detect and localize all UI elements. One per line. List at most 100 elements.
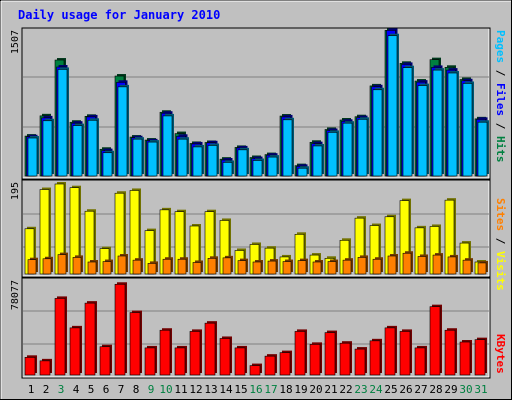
bar-sites-day-27: [417, 256, 427, 275]
bar-sites-day-31: [477, 262, 487, 275]
kbytes-ymax-label: 78077: [10, 280, 21, 310]
legend-slash-1: /: [494, 63, 507, 83]
bar-pages-day-2: [42, 120, 53, 177]
bar-sites-day-24: [372, 258, 382, 275]
legend-slash-2: /: [494, 116, 507, 136]
bar-pages-day-5: [87, 119, 98, 177]
bar-pages-day-3: [57, 69, 68, 177]
bar-pages-day-20: [312, 145, 323, 177]
legend-files: Files: [494, 83, 507, 116]
visits-ymax-label: 195: [10, 182, 21, 200]
bar-kbytes-day-7: [114, 283, 126, 376]
legend-visits: Visits: [494, 251, 507, 291]
bar-kbytes-day-2: [39, 360, 51, 376]
bar-sites-day-7: [117, 255, 127, 275]
bar-kbytes-day-16: [249, 365, 261, 376]
bar-sites-day-11: [177, 258, 187, 275]
x-label-day-16: 16: [249, 383, 262, 396]
bar-kbytes-day-10: [159, 329, 171, 376]
bar-pages-day-1: [27, 137, 38, 177]
bar-sites-day-1: [27, 259, 37, 275]
legend-hits: Hits: [494, 136, 507, 163]
bar-sites-day-30: [462, 259, 472, 275]
bar-pages-day-23: [357, 119, 368, 177]
legend-sites: Sites: [494, 198, 507, 231]
bar-kbytes-day-15: [234, 347, 246, 376]
bars-kbytes: [24, 282, 487, 376]
legend-kbytes-panel: KBytes: [494, 334, 507, 374]
bar-kbytes-day-19: [294, 331, 306, 376]
bar-pages-day-17: [267, 156, 278, 177]
x-label-day-19: 19: [294, 383, 307, 396]
bar-pages-day-18: [282, 119, 293, 177]
bar-sites-day-15: [237, 260, 247, 275]
x-label-day-24: 24: [369, 383, 383, 396]
bar-sites-day-17: [267, 260, 277, 275]
x-label-day-6: 6: [103, 383, 110, 396]
x-label-day-10: 10: [159, 383, 172, 396]
bar-kbytes-day-27: [414, 347, 426, 376]
bar-pages-day-26: [402, 67, 413, 177]
x-label-day-30: 30: [459, 383, 472, 396]
x-label-day-13: 13: [204, 383, 217, 396]
x-label-day-31: 31: [474, 383, 487, 396]
bar-sites-day-25: [387, 255, 397, 275]
bar-kbytes-day-13: [204, 322, 216, 376]
bar-sites-day-28: [432, 254, 442, 275]
legend-hits-panel: Pages / Files / Hits: [494, 30, 507, 163]
x-label-day-7: 7: [118, 383, 125, 396]
bar-pages-day-12: [192, 146, 203, 177]
bar-kbytes-day-17: [264, 355, 276, 376]
x-label-day-3: 3: [58, 383, 65, 396]
bar-pages-day-13: [207, 145, 218, 177]
bar-pages-day-9: [147, 141, 158, 177]
bar-sites-day-23: [357, 257, 367, 275]
x-label-day-15: 15: [234, 383, 247, 396]
x-label-day-21: 21: [324, 383, 337, 396]
bar-sites-day-6: [102, 261, 112, 275]
bar-kbytes-day-28: [429, 306, 441, 376]
x-label-day-9: 9: [148, 383, 155, 396]
x-label-day-8: 8: [133, 383, 140, 396]
legend-pages: Pages: [494, 30, 507, 63]
x-label-day-22: 22: [339, 383, 352, 396]
bar-kbytes-day-11: [174, 347, 186, 376]
chart-title: Daily usage for January 2010: [18, 8, 220, 22]
bar-kbytes-day-24: [369, 340, 381, 376]
legend-slash-3: /: [494, 231, 507, 251]
bars-hits-files-pages: [24, 28, 489, 177]
bar-kbytes-day-23: [354, 348, 366, 376]
bar-kbytes-day-29: [444, 329, 456, 376]
bar-pages-day-28: [432, 69, 443, 177]
bar-pages-day-31: [477, 121, 488, 177]
bar-pages-day-15: [237, 149, 248, 177]
bar-kbytes-day-3: [54, 298, 66, 376]
x-label-day-14: 14: [219, 383, 233, 396]
bar-kbytes-day-30: [459, 341, 471, 376]
bar-sites-day-4: [72, 257, 82, 275]
bar-kbytes-day-6: [99, 346, 111, 376]
bar-kbytes-day-20: [309, 344, 321, 376]
x-label-day-2: 2: [43, 383, 50, 396]
bars-visits-sites: [24, 182, 488, 275]
x-label-day-1: 1: [28, 383, 35, 396]
bar-kbytes-day-8: [129, 312, 141, 376]
x-label-day-18: 18: [279, 383, 292, 396]
bar-sites-day-21: [327, 261, 337, 275]
legend-kbytes: KBytes: [494, 334, 507, 374]
bar-pages-day-27: [417, 85, 428, 177]
x-label-day-28: 28: [429, 383, 442, 396]
bar-kbytes-day-21: [324, 332, 336, 376]
hits-ymax-label: 1507: [10, 30, 21, 54]
bar-pages-day-25: [387, 35, 398, 177]
bar-kbytes-day-1: [24, 357, 36, 376]
bar-kbytes-day-9: [144, 347, 156, 376]
bar-sites-day-19: [297, 260, 307, 275]
bar-kbytes-day-14: [219, 338, 231, 376]
bar-pages-day-8: [132, 138, 143, 177]
bar-sites-day-13: [207, 258, 217, 275]
bar-pages-day-14: [222, 162, 233, 177]
x-label-day-11: 11: [174, 383, 187, 396]
